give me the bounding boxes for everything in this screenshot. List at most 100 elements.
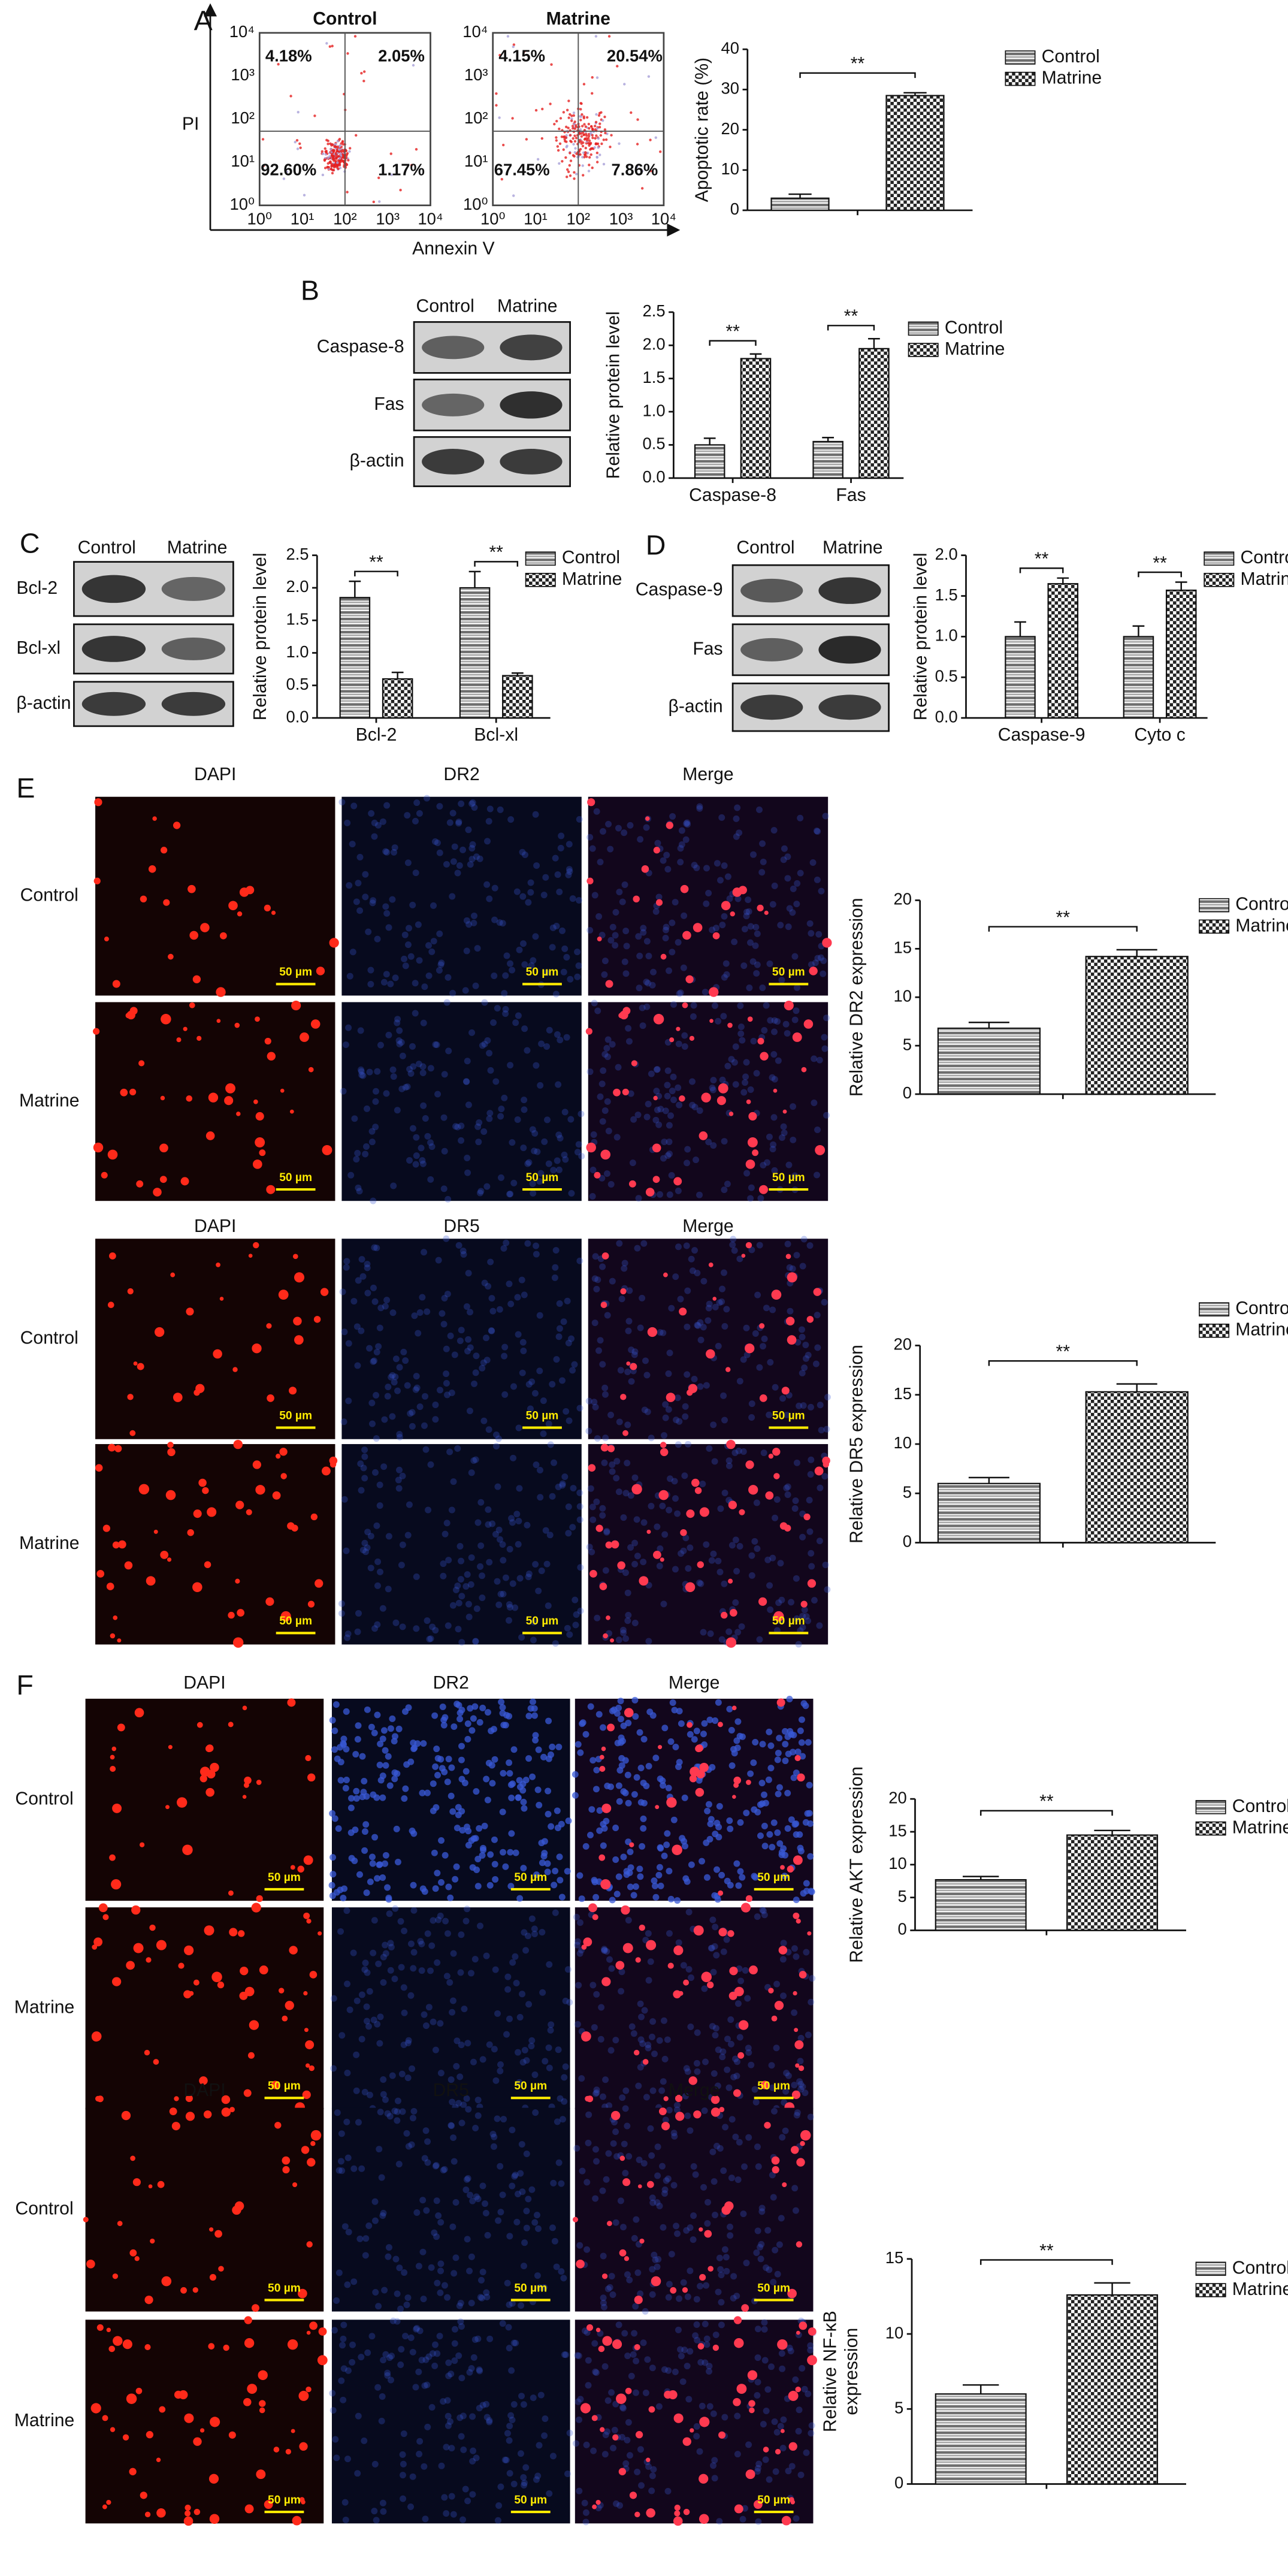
nucleus — [477, 1563, 484, 1570]
nucleus — [619, 2224, 627, 2231]
nucleus — [769, 1146, 776, 1153]
y-tick-label: 0.5 — [935, 667, 958, 685]
nucleus — [545, 1811, 552, 1818]
nucleus — [661, 2186, 669, 2193]
nucleus — [732, 2055, 739, 2062]
nucleus — [523, 2057, 530, 2064]
cell — [653, 1014, 664, 1025]
nucleus — [394, 2117, 401, 2124]
nucleus — [425, 942, 433, 949]
nucleus — [703, 2341, 710, 2348]
nucleus — [715, 1699, 722, 1706]
nucleus — [492, 1966, 499, 1973]
nucleus — [458, 1756, 465, 1763]
nucleus — [468, 856, 476, 863]
nucleus — [343, 1264, 350, 1271]
cell — [126, 2393, 137, 2404]
nucleus — [691, 1375, 698, 1382]
lane-label: Control — [78, 538, 136, 558]
nucleus — [524, 1932, 531, 1940]
nucleus — [399, 1541, 406, 1548]
nucleus — [610, 2140, 617, 2147]
nucleus — [530, 1618, 537, 1626]
nucleus — [399, 2451, 406, 2458]
nucleus — [476, 2366, 483, 2373]
y-tick-label: 2.5 — [286, 545, 309, 563]
nucleus — [406, 925, 412, 932]
nucleus — [622, 1569, 629, 1577]
nucleus — [538, 1840, 545, 1847]
nucleus — [431, 1712, 439, 1719]
nucleus — [464, 1058, 471, 1065]
nucleus — [375, 1343, 382, 1350]
nucleus — [436, 849, 443, 856]
scale-label: 50 µm — [526, 1615, 559, 1627]
nucleus — [374, 1068, 381, 1075]
nucleus — [635, 2082, 642, 2089]
nucleus — [545, 2044, 552, 2051]
nucleus — [465, 1614, 473, 1621]
event-dot — [567, 170, 570, 173]
nucleus — [780, 1992, 787, 2000]
legend-label: Matrine — [1042, 68, 1102, 88]
nucleus — [600, 1820, 607, 1828]
cell — [233, 1439, 243, 1449]
nucleus — [682, 836, 690, 843]
nucleus — [806, 920, 814, 927]
cell — [309, 2321, 318, 2330]
micrograph: 50 µm — [573, 1902, 816, 2113]
nucleus — [612, 1856, 619, 1863]
event-dot — [329, 168, 333, 171]
nucleus — [721, 974, 728, 981]
nucleus — [578, 1110, 585, 1118]
nucleus — [413, 799, 421, 807]
nucleus — [366, 2091, 373, 2098]
cell — [601, 1746, 606, 1751]
event-dot — [303, 194, 306, 197]
nucleus — [783, 2070, 790, 2077]
nucleus — [507, 960, 513, 967]
event-dot — [410, 164, 413, 167]
nucleus — [395, 1476, 402, 1484]
nucleus — [734, 1629, 742, 1636]
nucleus — [625, 1025, 632, 1032]
nucleus — [439, 1765, 446, 1772]
nucleus — [674, 2230, 681, 2237]
event-dot — [558, 162, 561, 165]
nucleus — [407, 953, 415, 960]
nucleus — [668, 1172, 675, 1179]
nucleus — [621, 2330, 628, 2337]
nucleus — [483, 2414, 491, 2421]
nucleus — [805, 1617, 812, 1624]
event-dot — [330, 162, 333, 165]
nucleus — [597, 859, 604, 866]
nucleus — [486, 1559, 493, 1566]
nucleus — [391, 1769, 398, 1776]
x-tick-label: Fas — [836, 485, 866, 505]
nucleus — [817, 1402, 824, 1409]
cell — [689, 1775, 697, 1783]
nucleus — [684, 1146, 691, 1153]
nucleus — [420, 1740, 427, 1747]
nucleus — [499, 1541, 506, 1548]
nucleus — [791, 1016, 799, 1023]
cell — [126, 1961, 135, 1970]
cell — [616, 2393, 627, 2404]
nucleus — [676, 990, 683, 997]
cell — [185, 2112, 195, 2121]
nucleus — [536, 2284, 543, 2291]
nucleus — [770, 2279, 777, 2286]
nucleus — [784, 1825, 791, 1832]
nucleus — [512, 2172, 519, 2179]
nucleus — [692, 2171, 699, 2178]
cell — [255, 1485, 265, 1495]
y-axis-label: Relative AKT expression — [846, 1766, 866, 1963]
bar — [339, 597, 371, 719]
nucleus — [712, 1303, 719, 1310]
nucleus — [383, 848, 391, 856]
nucleus — [724, 1180, 731, 1188]
cell — [274, 2122, 282, 2129]
nucleus — [625, 1038, 633, 1045]
nucleus — [382, 1852, 389, 1859]
blot-band — [81, 575, 146, 603]
